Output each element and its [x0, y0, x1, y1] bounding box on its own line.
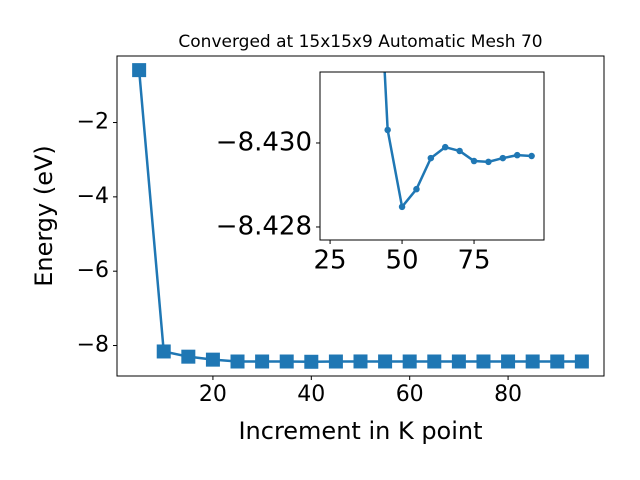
marker — [574, 354, 589, 369]
marker — [441, 143, 449, 151]
marker — [255, 354, 270, 369]
y-tick-label: −2 — [77, 110, 109, 135]
x-tick-label: 50 — [386, 246, 419, 276]
marker — [402, 354, 417, 369]
x-tick-label: 75 — [457, 246, 490, 276]
marker — [456, 147, 463, 155]
plot-group — [132, 63, 589, 369]
marker — [501, 354, 516, 369]
x-tick-label: 25 — [314, 246, 347, 276]
x-tick-label: 20 — [199, 382, 227, 407]
axes-frame — [116, 55, 605, 377]
y-tick-label: −8 — [77, 333, 109, 358]
plot-group — [383, 72, 535, 211]
marker — [485, 158, 492, 166]
x-axis-label: Increment in K point — [238, 417, 482, 445]
x-tick-label: 80 — [494, 382, 522, 407]
marker — [528, 152, 535, 160]
marker — [470, 157, 478, 165]
marker — [525, 354, 540, 369]
marker — [205, 352, 220, 367]
chart-title: Converged at 15x15x9 Automatic Mesh 70 — [178, 32, 542, 52]
marker — [230, 354, 245, 369]
marker — [413, 185, 420, 193]
marker — [181, 349, 196, 364]
x-tick-label: 60 — [396, 382, 424, 407]
y-tick-label: −4 — [77, 184, 109, 209]
marker — [328, 354, 343, 369]
marker — [378, 354, 393, 369]
x-tick-label: 40 — [297, 382, 325, 407]
marker — [156, 344, 171, 359]
marker — [132, 63, 147, 78]
y-axis-label: Energy (eV) — [30, 145, 58, 287]
marker — [353, 354, 368, 369]
marker — [279, 354, 294, 369]
marker — [451, 354, 466, 369]
marker — [304, 354, 319, 369]
marker — [427, 354, 442, 369]
marker — [427, 154, 435, 162]
marker — [499, 154, 507, 162]
marker — [384, 126, 391, 134]
y-tick-label: −8.430 — [216, 127, 312, 157]
marker — [550, 354, 565, 369]
marker — [513, 151, 521, 159]
y-tick-label: −8.428 — [216, 211, 312, 241]
y-tick-label: −6 — [77, 258, 109, 283]
axes-frame — [319, 71, 545, 241]
marker — [476, 354, 491, 369]
marker — [398, 203, 406, 211]
